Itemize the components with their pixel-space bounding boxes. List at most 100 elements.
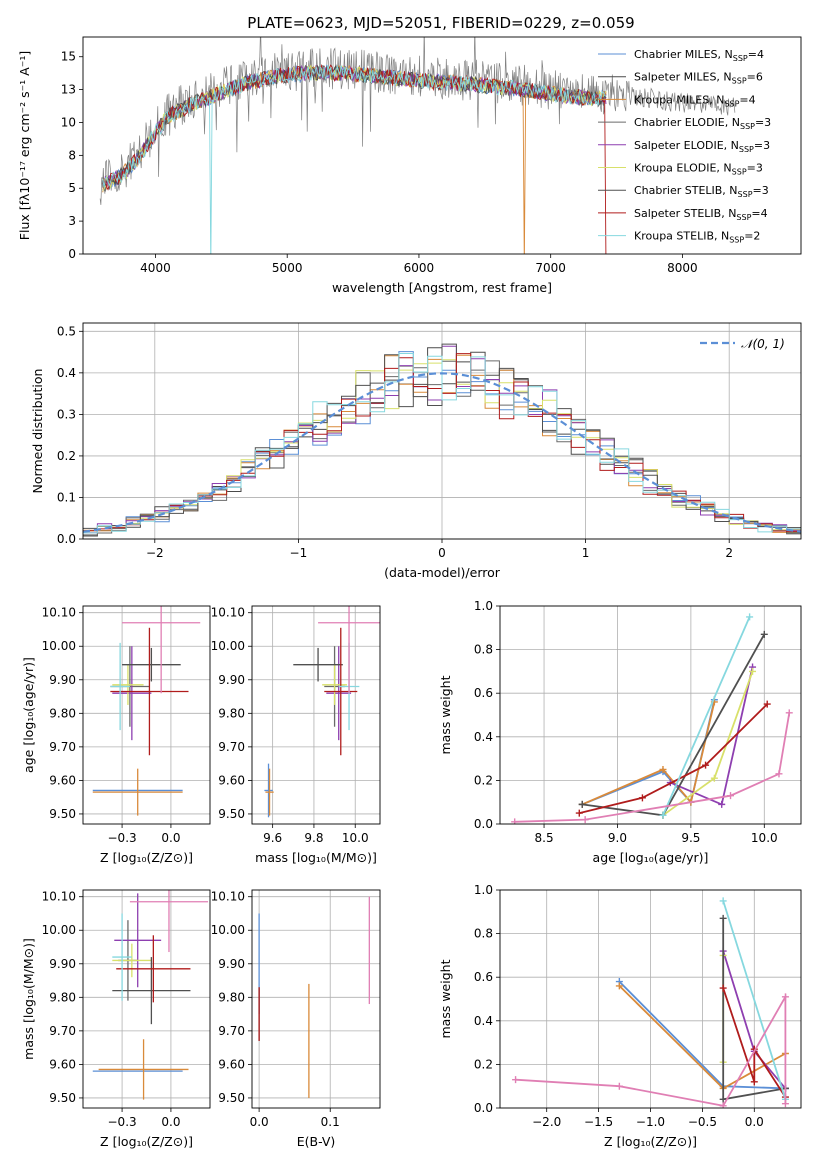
normal-reference-curve bbox=[83, 372, 801, 533]
z_weight-point-marker bbox=[781, 1100, 789, 1108]
spectrum-x-tick-label: 8000 bbox=[667, 261, 698, 275]
z_weight-x-tick-label: −2.0 bbox=[532, 1115, 561, 1129]
legend-entry: Kroupa STELIB, NSSP=2 bbox=[634, 230, 760, 245]
z_age-y-tick-label: 9.60 bbox=[49, 773, 76, 787]
z_weight-point-marker bbox=[750, 1078, 758, 1086]
spectrum-x-tick-label: 7000 bbox=[535, 261, 566, 275]
mass_age-chart: 9.6 9.8 10.0 9.50 9.60 9.70 9.80 9.90 10.00 10.10… bbox=[211, 605, 381, 865]
residuals-frame bbox=[82, 322, 802, 540]
age_weight-y-tick-label: 0.6 bbox=[474, 686, 493, 700]
z_weight-point-marker bbox=[719, 897, 727, 905]
z_mass-y-tick-label: 10.10 bbox=[42, 890, 76, 904]
z_age-y-tick-label: 9.70 bbox=[49, 740, 76, 754]
age_weight-point-marker bbox=[578, 800, 586, 808]
residual-histogram bbox=[83, 353, 801, 534]
residuals-plot-area bbox=[83, 343, 801, 537]
z_weight-chart: −2.0 −1.5 −1.0 −0.5 0.0 0.0 0.2 0.4 0.6 0.8 1.0 Z [… bbox=[438, 883, 802, 1149]
age_weight-chart: 8.5 9.0 9.5 10.0 0.0 0.2 0.4 0.6 0.8 1.0 age [log₁… bbox=[438, 599, 802, 865]
mass_age-y-tick-label: 10.00 bbox=[211, 639, 245, 653]
z_weight-x-tick-label: −0.5 bbox=[688, 1115, 717, 1129]
residuals-chart: −2 −1 0 1 2 0.0 0.1 0.2 0.3 0.4 0.5 (data-model)/er… bbox=[30, 322, 802, 580]
legend-entry: Salpeter ELODIE, NSSP=3 bbox=[634, 139, 770, 154]
z_age-plot-area bbox=[92, 606, 201, 816]
spectrum-x-axis-label: wavelength [Angstrom, rest frame] bbox=[332, 280, 552, 295]
z_mass-x-axis-label: Z [log₁₀(Z/Z⊙)] bbox=[100, 1134, 193, 1149]
age_weight-point-marker bbox=[659, 811, 667, 819]
ebv-frame bbox=[251, 889, 381, 1109]
legend-entry: Chabrier STELIB, NSSP=3 bbox=[634, 184, 769, 199]
spectrum-frame bbox=[82, 36, 802, 255]
age_weight-series-line bbox=[662, 616, 751, 816]
spectrum-x-tick-label: 6000 bbox=[404, 261, 435, 275]
mass_age-plot-area bbox=[264, 606, 380, 818]
mass_age-y-tick-label: 10.10 bbox=[211, 606, 245, 620]
mass_age-x-tick-label: 9.6 bbox=[263, 831, 282, 845]
mass_age-y-tick-label: 9.60 bbox=[218, 773, 245, 787]
spectrum-legend: Chabrier MILES, NSSP=4 Salpeter MILES, NS… bbox=[598, 48, 771, 245]
z_mass-y-tick-label: 9.70 bbox=[49, 1024, 76, 1038]
z_weight-x-tick-label: 0.0 bbox=[745, 1115, 764, 1129]
residuals-x-tick-label: 0 bbox=[438, 546, 446, 560]
ebv-plot-area bbox=[258, 896, 370, 1098]
ebv-y-tick-label: 9.70 bbox=[218, 1024, 245, 1038]
z_weight-y-tick-label: 0.0 bbox=[474, 1101, 493, 1115]
age_weight-series-line bbox=[579, 703, 768, 814]
residuals-x-tick-label: −2 bbox=[146, 546, 164, 560]
z_weight-y-tick-label: 0.2 bbox=[474, 1057, 493, 1071]
z_mass-y-tick-label: 9.60 bbox=[49, 1057, 76, 1071]
mass_age-x-tick-label: 9.8 bbox=[304, 831, 323, 845]
ebv-y-tick-label: 9.90 bbox=[218, 957, 245, 971]
spectrum-y-axis-label: Flux [fλ10⁻¹⁷ erg cm⁻² s⁻¹ A⁻¹] bbox=[17, 51, 32, 240]
spectrum-x-tick-label: 5000 bbox=[272, 261, 303, 275]
z_weight-frame bbox=[499, 889, 802, 1109]
age_weight-x-axis-label: age [log₁₀(age/yr)] bbox=[593, 850, 709, 865]
z_weight-point-marker bbox=[719, 984, 727, 992]
z_mass-y-tick-label: 10.00 bbox=[42, 923, 76, 937]
ebv-y-tick-label: 9.50 bbox=[218, 1091, 245, 1105]
age_weight-y-tick-label: 0.2 bbox=[474, 773, 493, 787]
age_weight-point-marker bbox=[749, 667, 757, 675]
z_age-x-tick-label: 0.0 bbox=[161, 831, 180, 845]
z_weight-plot-area bbox=[512, 897, 789, 1108]
spectrum-y-tick-label: 3 bbox=[68, 214, 76, 228]
z_weight-x-axis-label: Z [log₁₀(Z/Z⊙)] bbox=[604, 1134, 697, 1149]
residuals-y-tick-label: 0.2 bbox=[57, 449, 76, 463]
z_weight-y-tick-label: 0.8 bbox=[474, 927, 493, 941]
age_weight-x-tick-label: 8.5 bbox=[535, 831, 554, 845]
residuals-y-axis-label: Normed distribution bbox=[30, 369, 45, 494]
age_weight-plot-area bbox=[511, 613, 793, 824]
ebv-y-tick-label: 9.80 bbox=[218, 990, 245, 1004]
figure-title: PLATE=0623, MJD=52051, FIBERID=0229, z=0… bbox=[247, 14, 634, 32]
spectrum-y-tick-label: 13 bbox=[61, 83, 76, 97]
age_weight-series-line bbox=[514, 712, 791, 823]
ebv-x-tick-label: 0.1 bbox=[321, 1115, 340, 1129]
z_weight-y-axis-label: mass weight bbox=[438, 959, 453, 1038]
ebv-y-tick-label: 10.00 bbox=[211, 923, 245, 937]
legend-entry: Salpeter MILES, NSSP=6 bbox=[634, 71, 763, 86]
z_mass-frame bbox=[82, 889, 211, 1109]
z_weight-y-tick-label: 0.4 bbox=[474, 1014, 493, 1028]
z_weight-point-marker bbox=[719, 1102, 727, 1108]
mass_age-frame bbox=[251, 605, 381, 825]
spectrum-y-tick-label: 0 bbox=[68, 247, 76, 261]
age_weight-point-marker bbox=[746, 613, 754, 621]
z_age-x-axis-label: Z [log₁₀(Z/Z⊙)] bbox=[100, 850, 193, 865]
z_mass-y-tick-label: 9.50 bbox=[49, 1091, 76, 1105]
legend-entry: Salpeter STELIB, NSSP=4 bbox=[634, 207, 768, 222]
spectrum-y-tick-label: 5 bbox=[68, 181, 76, 195]
z_mass-y-axis-label: mass [log₁₀(M/M⊙)] bbox=[21, 938, 36, 1060]
z_weight-point-marker bbox=[719, 914, 727, 922]
z_age-x-tick-label: −0.3 bbox=[108, 831, 137, 845]
age_weight-frame bbox=[499, 605, 802, 825]
residuals-x-tick-label: 2 bbox=[725, 546, 733, 560]
spectrum-plot-area bbox=[99, 37, 736, 254]
age_weight-point-marker bbox=[702, 761, 710, 769]
ebv-y-tick-label: 9.60 bbox=[218, 1057, 245, 1071]
age_weight-series-line bbox=[669, 666, 754, 806]
z_age-y-tick-label: 10.00 bbox=[42, 639, 76, 653]
age_weight-point-marker bbox=[659, 766, 667, 773]
mass_age-y-tick-label: 9.70 bbox=[218, 740, 245, 754]
ebv-x-tick-label: 0.0 bbox=[250, 1115, 269, 1129]
z_age-y-tick-label: 9.90 bbox=[49, 673, 76, 687]
